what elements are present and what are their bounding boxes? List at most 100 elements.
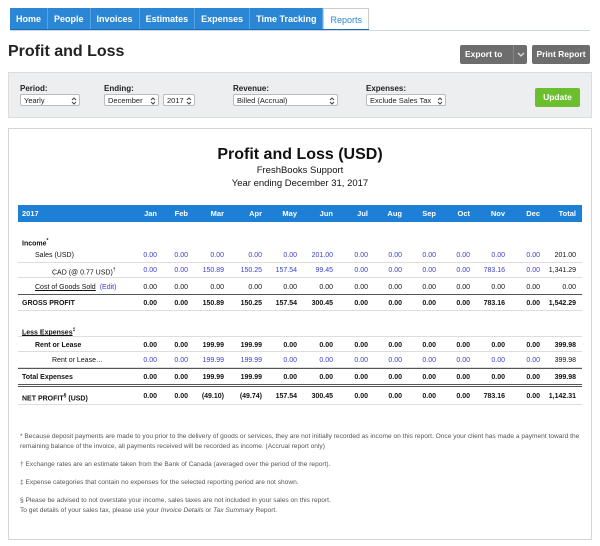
footnote-mark: * bbox=[46, 238, 49, 244]
nav-tab[interactable]: People bbox=[48, 8, 91, 29]
cell-value: 0.00 bbox=[174, 284, 188, 291]
row-rule bbox=[18, 384, 582, 385]
cell-value[interactable]: 0.00 bbox=[354, 267, 368, 274]
cell-value[interactable]: 201.00 bbox=[311, 252, 333, 259]
cell-value[interactable]: 0.00 bbox=[354, 357, 368, 364]
select-arrow bbox=[437, 97, 443, 105]
nav-tab[interactable]: Reports bbox=[323, 8, 369, 29]
nav-tab[interactable]: Invoices bbox=[91, 8, 140, 29]
select-arrow bbox=[186, 97, 192, 105]
row-label-text: Cost of Goods Sold bbox=[35, 284, 96, 291]
cell-value[interactable]: 0.00 bbox=[388, 357, 402, 364]
row-label-text: CAD (@ 0.77 USD) bbox=[52, 269, 113, 277]
row-rule bbox=[18, 368, 582, 369]
cell-value[interactable]: 0.00 bbox=[143, 252, 157, 259]
select-arrow bbox=[71, 97, 77, 105]
cell-value[interactable]: 150.89 bbox=[202, 267, 224, 274]
select-arrow bbox=[150, 97, 156, 105]
select[interactable]: December bbox=[104, 94, 159, 106]
print-button[interactable]: Print Report bbox=[532, 45, 590, 64]
cell-value[interactable]: 0.00 bbox=[174, 267, 188, 274]
cell-value: 0.00 bbox=[491, 374, 505, 381]
nav-tab[interactable]: Expenses bbox=[195, 8, 251, 29]
cell-total: 1,142.31 bbox=[548, 393, 576, 400]
column-header: Jun bbox=[319, 209, 333, 218]
cell-value: 0.00 bbox=[388, 374, 402, 381]
row-label-text: Total Expenses bbox=[22, 374, 73, 381]
column-header: Total bbox=[558, 209, 576, 218]
cell-value[interactable]: 0.00 bbox=[491, 252, 505, 259]
select[interactable]: 2017 bbox=[163, 94, 195, 106]
cell-value[interactable]: 0.00 bbox=[143, 267, 157, 274]
cell-value: 0.00 bbox=[526, 342, 540, 349]
cell-value[interactable]: 0.00 bbox=[174, 357, 188, 364]
cell-value: 0.00 bbox=[354, 393, 368, 400]
cell-value[interactable]: 199.99 bbox=[240, 357, 262, 364]
footnote: * Because deposit payments are made to y… bbox=[20, 433, 580, 450]
row-rule bbox=[18, 310, 582, 311]
cell-value: 0.00 bbox=[283, 374, 297, 381]
row-rule bbox=[18, 386, 582, 387]
cell-value[interactable]: 0.00 bbox=[283, 357, 297, 364]
cell-value[interactable]: 0.00 bbox=[174, 252, 188, 259]
footnote: To get details of your sales tax, please… bbox=[20, 506, 580, 516]
cell-value[interactable]: 99.45 bbox=[315, 267, 333, 274]
row-label-text: NET PROFIT bbox=[22, 395, 64, 403]
cell-value[interactable]: 0.00 bbox=[491, 357, 505, 364]
cell-value: 0.00 bbox=[422, 393, 436, 400]
update-button[interactable]: Update bbox=[535, 88, 580, 107]
row-label: GROSS PROFIT bbox=[22, 300, 75, 307]
select-value: 2017 bbox=[167, 96, 184, 105]
nav-tab[interactable]: Home bbox=[10, 8, 49, 29]
cell-value[interactable]: 0.00 bbox=[283, 252, 297, 259]
cell-value: 150.89 bbox=[202, 300, 224, 307]
cell-value: 0.00 bbox=[174, 342, 188, 349]
cell-total: 0.00 bbox=[562, 284, 576, 291]
cell-value[interactable]: 0.00 bbox=[456, 357, 470, 364]
nav-tab[interactable]: Time Tracking bbox=[250, 8, 324, 29]
cell-value[interactable]: 150.25 bbox=[240, 267, 262, 274]
cell-value[interactable]: 0.00 bbox=[248, 252, 262, 259]
cell-value[interactable]: 0.00 bbox=[456, 252, 470, 259]
cell-value[interactable]: 0.00 bbox=[526, 357, 540, 364]
export-button[interactable]: Export to bbox=[460, 45, 527, 64]
cell-value[interactable]: 157.54 bbox=[275, 267, 297, 274]
cell-value[interactable]: 0.00 bbox=[319, 357, 333, 364]
cell-value[interactable]: 0.00 bbox=[388, 252, 402, 259]
cell-value: 0.00 bbox=[456, 300, 470, 307]
cell-value[interactable]: 0.00 bbox=[210, 252, 224, 259]
cell-value[interactable]: 0.00 bbox=[422, 357, 436, 364]
cell-value: 0.00 bbox=[526, 284, 540, 291]
cell-value[interactable]: 0.00 bbox=[388, 267, 402, 274]
cell-value[interactable]: 0.00 bbox=[143, 357, 157, 364]
cell-total: 1,341.29 bbox=[548, 267, 576, 274]
cell-value[interactable]: 199.99 bbox=[202, 357, 224, 364]
cell-value: 0.00 bbox=[526, 374, 540, 381]
cell-value: 0.00 bbox=[422, 342, 436, 349]
select[interactable]: Exclude Sales Tax bbox=[366, 94, 446, 106]
export-label: Export to bbox=[465, 49, 503, 59]
cell-value: 0.00 bbox=[354, 342, 368, 349]
cell-value: 0.00 bbox=[248, 284, 262, 291]
cell-value: 0.00 bbox=[491, 342, 505, 349]
cell-value[interactable]: 0.00 bbox=[526, 267, 540, 274]
nav-tab[interactable]: Estimates bbox=[140, 8, 196, 29]
select[interactable]: Yearly bbox=[20, 94, 80, 106]
column-header: 2017 bbox=[22, 209, 39, 218]
report-period: Year ending December 31, 2017 bbox=[231, 178, 369, 189]
cell-value[interactable]: 0.00 bbox=[422, 252, 436, 259]
row-label-text: GROSS PROFIT bbox=[22, 300, 75, 307]
filter-label: Expenses: bbox=[366, 84, 407, 93]
cell-value[interactable]: 0.00 bbox=[456, 267, 470, 274]
cell-value: 0.00 bbox=[526, 300, 540, 307]
cell-value[interactable]: 0.00 bbox=[526, 252, 540, 259]
cell-value[interactable]: 0.00 bbox=[354, 252, 368, 259]
cell-value[interactable]: 0.00 bbox=[422, 267, 436, 274]
column-header: Oct bbox=[457, 209, 470, 218]
footnote-part: Invoice Details bbox=[160, 507, 204, 514]
column-header: Jan bbox=[144, 209, 157, 218]
select[interactable]: Billed (Accrual) bbox=[233, 94, 338, 106]
cell-value: 0.00 bbox=[143, 393, 157, 400]
cell-value[interactable]: 783.16 bbox=[483, 267, 505, 274]
edit-link[interactable]: (Edit) bbox=[99, 284, 117, 291]
